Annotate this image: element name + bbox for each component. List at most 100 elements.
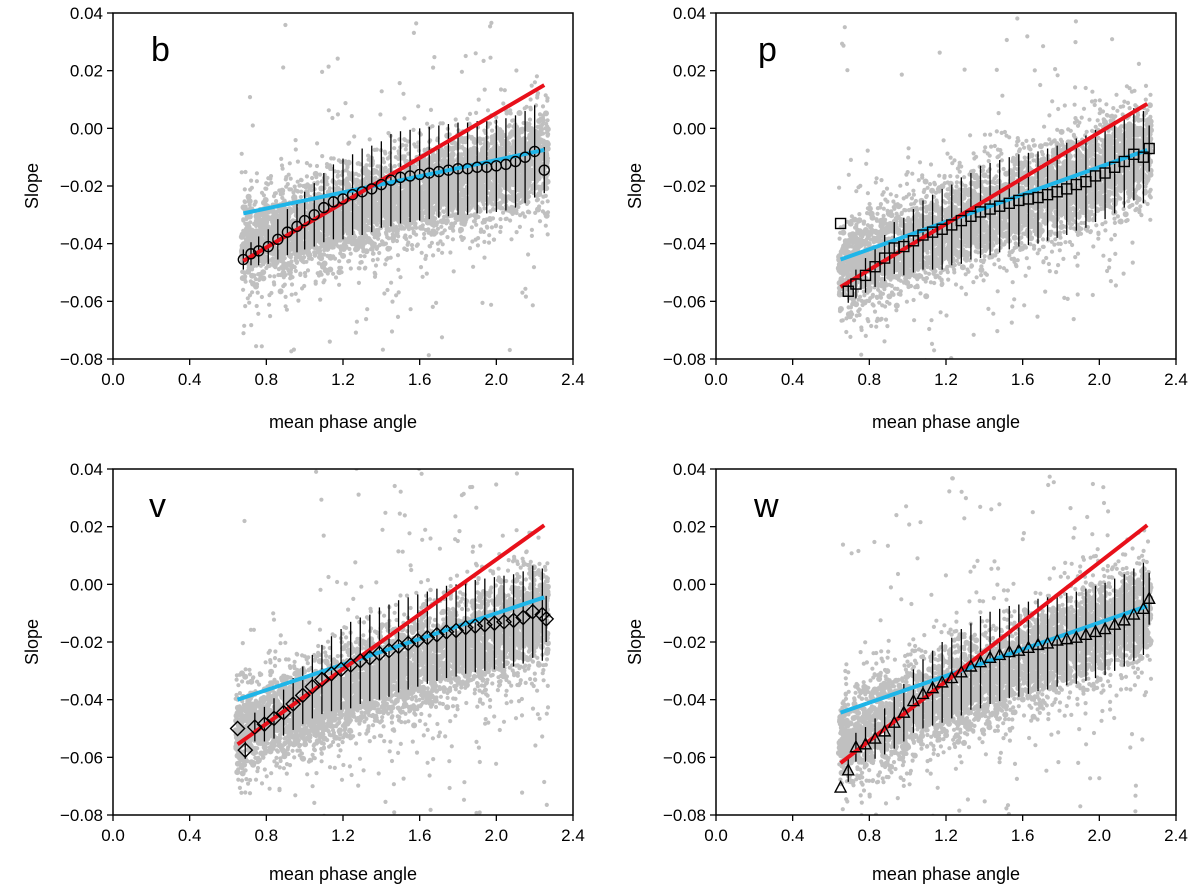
scatter-point bbox=[264, 186, 269, 191]
scatter-point bbox=[430, 228, 437, 235]
scatter-point bbox=[308, 229, 315, 236]
scatter-point bbox=[453, 117, 458, 122]
scatter-point bbox=[363, 200, 370, 207]
scatter-point bbox=[384, 199, 391, 206]
scatter-point bbox=[394, 293, 399, 298]
scatter-point bbox=[334, 185, 341, 192]
scatter-point bbox=[450, 237, 455, 242]
scatter-point bbox=[277, 207, 284, 214]
scatter-point bbox=[238, 233, 245, 240]
scatter-point bbox=[478, 208, 483, 214]
scatter-point bbox=[373, 263, 379, 268]
scatter-point bbox=[285, 261, 292, 267]
scatter-point bbox=[408, 307, 413, 312]
scatter-point bbox=[485, 176, 492, 183]
y-tick-label: −0.02 bbox=[60, 177, 103, 196]
scatter-point bbox=[412, 185, 419, 192]
scatter-point bbox=[498, 127, 503, 132]
scatter-point bbox=[485, 225, 490, 230]
scatter-point bbox=[514, 68, 519, 73]
scatter-point bbox=[241, 287, 246, 292]
scatter-point bbox=[350, 177, 357, 183]
scatter-point bbox=[303, 183, 308, 188]
scatter-point bbox=[388, 163, 393, 168]
scatter-point bbox=[265, 182, 271, 187]
scatter-point bbox=[309, 184, 314, 189]
scatter-point bbox=[281, 284, 286, 289]
scatter-point bbox=[459, 69, 464, 74]
scatter-point bbox=[250, 290, 255, 295]
scatter-point bbox=[259, 344, 264, 349]
scatter-point bbox=[258, 9, 262, 13]
scatter-point bbox=[462, 200, 469, 207]
scatter-point bbox=[482, 206, 487, 211]
scatter-point bbox=[1087, 117, 1092, 122]
scatter-point bbox=[358, 229, 363, 234]
scatter-point bbox=[409, 213, 416, 220]
scatter-point bbox=[522, 141, 529, 147]
scatter-point bbox=[492, 153, 499, 160]
scatter-point bbox=[440, 188, 446, 195]
scatter-point bbox=[358, 253, 363, 259]
scatter-point bbox=[422, 203, 429, 210]
binned-marker bbox=[528, 145, 541, 158]
binned-marker bbox=[366, 183, 378, 195]
scatter-point bbox=[435, 241, 440, 246]
binned-marker bbox=[519, 151, 531, 163]
scatter-point bbox=[467, 196, 474, 203]
scatter-point bbox=[535, 197, 540, 202]
scatter-point bbox=[536, 159, 543, 166]
scatter-point bbox=[516, 110, 523, 116]
scatter-point bbox=[372, 168, 379, 175]
scatter-point bbox=[482, 128, 487, 133]
scatter-point bbox=[481, 58, 486, 64]
scatter-point bbox=[367, 206, 374, 212]
scatter-point bbox=[392, 213, 399, 220]
scatter-point bbox=[281, 65, 286, 70]
scatter-point bbox=[411, 164, 418, 171]
scatter-point bbox=[281, 275, 286, 280]
scatter-point bbox=[280, 270, 287, 276]
binned-marker bbox=[252, 245, 265, 257]
scatter-point bbox=[527, 210, 532, 215]
scatter-point bbox=[327, 266, 334, 273]
scatter-point bbox=[335, 56, 340, 61]
scatter-point bbox=[422, 231, 427, 237]
scatter-point bbox=[514, 129, 521, 135]
scatter-point bbox=[289, 292, 294, 297]
scatter-point bbox=[273, 259, 280, 266]
scatter-point bbox=[538, 127, 543, 132]
scatter-point bbox=[352, 134, 357, 139]
binned-marker bbox=[298, 214, 311, 227]
scatter-point bbox=[288, 270, 293, 275]
scatter-point bbox=[401, 216, 408, 223]
scatter-point bbox=[385, 287, 390, 293]
scatter-point bbox=[438, 121, 443, 126]
scatter-point bbox=[337, 259, 342, 264]
scatter-point bbox=[541, 194, 546, 199]
scatter-point bbox=[396, 290, 401, 295]
scatter-point bbox=[382, 291, 387, 296]
scatter-point bbox=[337, 282, 342, 287]
x-tick-label: 2.4 bbox=[561, 370, 585, 389]
scatter-point bbox=[479, 227, 484, 232]
panel-b: 0.0 0.4 0.8 1.2 1.6 2.0 2.40.040.020.00−0.02−0… bbox=[22, 4, 585, 432]
scatter-point bbox=[256, 272, 261, 277]
scatter-point bbox=[375, 244, 380, 249]
scatter-point bbox=[247, 95, 253, 100]
scatter-point bbox=[372, 207, 379, 214]
scatter-point bbox=[493, 223, 499, 228]
scatter-point bbox=[411, 30, 416, 35]
scatter-point bbox=[532, 128, 539, 135]
scatter-point bbox=[416, 104, 421, 109]
scatter-point bbox=[449, 152, 455, 159]
scatter-point bbox=[529, 227, 534, 232]
scatter-point bbox=[545, 96, 550, 101]
y-tick-label: 0.00 bbox=[70, 119, 103, 138]
scatter-point bbox=[481, 137, 487, 142]
scatter-point bbox=[254, 171, 259, 176]
scatter-point bbox=[395, 205, 401, 212]
scatter-point bbox=[1020, 141, 1025, 146]
scatter-point bbox=[389, 329, 395, 334]
scatter-point bbox=[344, 209, 351, 216]
